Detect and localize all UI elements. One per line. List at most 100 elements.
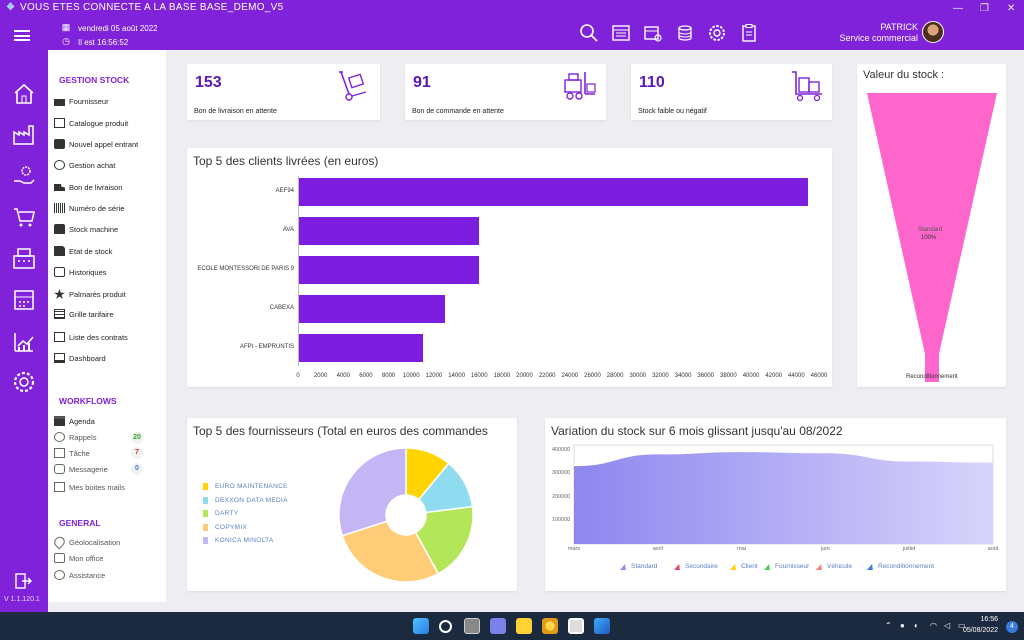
x-tick-label: 36000 [697,373,715,379]
browser-icon[interactable] [542,618,558,634]
bar-category-label: AEF94 [275,188,294,194]
task-view-icon[interactable] [464,618,480,634]
hand-gear-icon[interactable] [12,164,36,188]
menu-item-numero-de-serie[interactable]: Numéro de série [54,203,124,213]
menu-item-catalogue-produit[interactable]: Catalogue produit [54,118,128,128]
legend-item[interactable]: DEXXON DATA MEDIA [203,496,288,504]
legend-item[interactable]: KONICA MINOLTA [203,537,274,544]
menu-item-bon-de-livraison[interactable]: Bon de livraison [54,182,122,192]
logout-icon[interactable] [14,572,32,590]
stock-variation-title: Variation du stock sur 6 mois glissant j… [551,424,843,438]
user-role: Service commercial [839,33,918,43]
menu-item-palmares-produit[interactable]: Palmarès produit [54,289,126,299]
funnel-segment-standard[interactable] [867,93,997,382]
legend-item[interactable]: Reconditionnement [866,563,935,570]
kpi-card-commande[interactable]: 91 Bon de commande en attente [405,64,606,120]
gear-icon[interactable] [707,23,727,43]
volume-icon[interactable]: ◁ [944,621,951,630]
search-icon[interactable] [439,620,452,633]
erp-app-icon[interactable] [594,618,610,634]
area-series-standard[interactable] [574,452,993,544]
x-tick-label: août [987,546,999,552]
factory-icon[interactable] [12,122,36,146]
legend-item[interactable]: DARTY [203,510,238,517]
x-tick-label: 4000 [336,373,350,379]
menu-item-historiques[interactable]: Historiques [54,267,107,277]
menu-item-stock-machine[interactable]: Stock machine [54,224,118,234]
legend-item[interactable]: Client [729,563,758,570]
legend-item[interactable]: Secondaire [673,563,718,570]
teams-icon[interactable] [490,618,506,634]
menu-item-etat-de-stock[interactable]: Etat de stock [54,246,112,256]
legend-swatch [729,563,739,570]
x-tick-label: 30000 [629,373,647,379]
app-header: ❖ VOUS ETES CONNECTE A LA BASE BASE_DEMO… [0,0,1024,50]
menu-item-liste-des-contrats[interactable]: Liste des contrats [54,332,128,342]
notes-icon[interactable] [516,618,532,634]
x-tick-label: juin [821,546,830,552]
legend-item[interactable]: EURO MAINTENANCE [203,483,288,490]
coins-icon[interactable] [675,23,695,43]
menu-item-tache[interactable]: Tâche [54,448,90,458]
clipboard-icon[interactable] [739,23,759,43]
start-icon[interactable] [413,618,429,634]
menu-item-agenda[interactable]: Agenda [54,416,95,426]
menu-item-gestion-achat[interactable]: Gestion achat [54,160,115,170]
app-window-icon[interactable] [568,618,584,634]
language-icon[interactable]: ◐ [914,621,919,630]
avatar[interactable] [922,21,944,43]
legend-label: DARTY [215,510,239,517]
legend-item[interactable]: Standard [619,563,657,570]
menu-item-mes-boites-mails[interactable]: Mes boites mails [54,482,125,492]
legend-item[interactable]: Fournisseur [763,563,809,570]
kpi-card-stock[interactable]: 110 Stock faible ou négatif [631,64,832,120]
legend-label: Reconditionnement [878,563,935,570]
bar[interactable] [298,334,423,362]
donut-slice[interactable] [341,520,440,583]
home-icon[interactable] [12,82,36,106]
bar[interactable] [298,217,480,245]
menu-item-geolocalisation[interactable]: Géolocalisation [52,534,120,550]
minimize-button[interactable]: — [953,3,963,14]
legend-item[interactable]: COPYMIX [203,523,247,531]
menu-item-assistance[interactable]: Assistance [54,570,105,580]
menu-item-grille-tarifaire[interactable]: Grille tarifaire [54,309,114,319]
hamburger-menu-icon[interactable] [14,30,30,41]
legend-label: KONICA MINOLTA [215,537,274,544]
chart-icon[interactable] [12,330,36,354]
notification-badge[interactable]: 4 [1006,621,1018,633]
donut-slice[interactable] [414,505,474,575]
calendar-icon: ▦ [61,22,71,32]
bar[interactable] [298,178,808,206]
close-button[interactable]: ✕ [1007,3,1016,14]
menu-item-messagerie[interactable]: Messagerie [54,464,108,474]
cart-icon[interactable] [643,23,663,43]
settings-icon[interactable] [12,370,36,394]
catalog-icon[interactable] [611,23,631,43]
legend-swatch [203,537,208,544]
menu-item-dashboard[interactable]: Dashboard [54,353,106,363]
cart-icon[interactable] [12,205,36,229]
donut-slice[interactable] [338,447,407,537]
antivirus-icon[interactable]: ● [900,621,905,630]
wifi-icon[interactable]: ◠ [930,621,937,630]
donut-chart [338,447,474,583]
bar[interactable] [298,256,480,284]
battery-icon[interactable]: ▭ [958,621,966,630]
bar-category-label: ECOLE MONTESSORI DE PARIS 9 [197,266,294,272]
window-title: VOUS ETES CONNECTE A LA BASE BASE_DEMO_V… [20,2,284,13]
legend-item[interactable]: Véhicule [815,563,852,570]
register-icon[interactable] [12,246,36,270]
bar[interactable] [298,295,446,323]
history-icon [54,267,65,277]
menu-item-mon-office[interactable]: Mon office [54,553,103,563]
maximize-button[interactable]: ❐ [980,3,989,14]
search-icon[interactable] [579,23,599,43]
menu-item-nouvel-appel-entrant[interactable]: Nouvel appel entrant [54,139,138,149]
calculator-icon[interactable] [12,288,36,312]
menu-item-rappels[interactable]: Rappels [54,432,97,442]
x-tick-label: 20000 [516,373,533,379]
chevron-up-icon[interactable]: ⌃ [885,621,892,630]
menu-item-fournisseur[interactable]: Fournisseur [54,96,109,106]
kpi-card-livraison[interactable]: 153 Bon de livraison en attente [187,64,380,120]
